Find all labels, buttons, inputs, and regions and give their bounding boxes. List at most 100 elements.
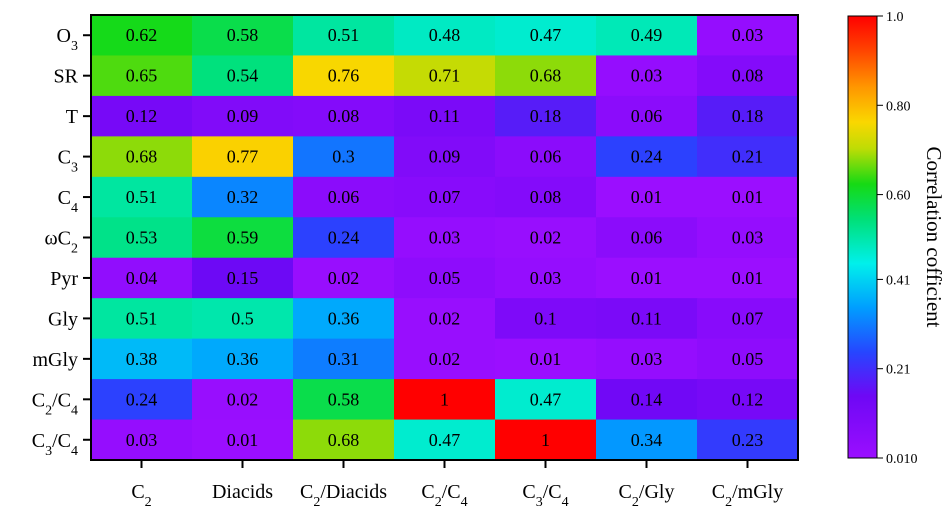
cell-value-label: 0.04 (126, 268, 158, 288)
cell-value-label: 0.01 (732, 187, 764, 207)
colorbar-tick-label: 0.41 (886, 273, 911, 288)
heatmap-cell (697, 95, 799, 137)
cell-value-label: 0.47 (530, 389, 562, 409)
heatmap-cell (394, 298, 496, 340)
heatmap-cell (293, 379, 395, 421)
heatmap-cell (596, 176, 698, 218)
cell-value-label: 0.51 (126, 187, 158, 207)
heatmap-cell (91, 136, 193, 178)
cell-value-label: 0.06 (631, 106, 663, 126)
cell-value-label: 0.47 (530, 25, 562, 45)
heatmap-cell (293, 338, 395, 380)
colorbar-tick-label: 0.21 (886, 363, 911, 378)
cell-value-label: 0.07 (732, 308, 764, 328)
cell-value-label: 0.24 (631, 147, 663, 167)
heatmap-cell (293, 419, 395, 461)
heatmap-cell (596, 136, 698, 178)
cell-value-label: 0.03 (631, 66, 663, 86)
heatmap-cell (91, 15, 193, 57)
x-tick-label-diacids: Diacids (212, 481, 273, 503)
heatmap-cell (495, 15, 597, 57)
heatmap-cell (697, 257, 799, 299)
cell-value-label: 0.68 (328, 430, 360, 450)
cell-value-label: 0.06 (631, 228, 663, 248)
heatmap-cell (394, 176, 496, 218)
cell-value-label: 0.08 (328, 106, 360, 126)
cell-value-label: 0.03 (631, 349, 663, 369)
cell-value-label: 0.34 (631, 430, 663, 450)
heatmap-cell-labels: 0.62 0.58 0.51 0.48 0.47 0.49 0.030.65 0.54 0.76… (126, 25, 764, 450)
heatmap-cell (192, 419, 294, 461)
heatmap-cell (394, 55, 496, 97)
heatmap-cell (495, 55, 597, 97)
heatmap-cells (91, 15, 799, 461)
y-tick-label-c3-c4: C3/C4 (32, 430, 78, 459)
y-tick-label-c2-c4: C2/C4 (32, 389, 78, 418)
cell-value-label: 0.23 (732, 430, 764, 450)
heatmap-cell (394, 419, 496, 461)
cell-value-label: 0.12 (126, 106, 158, 126)
heatmap-cell (293, 55, 395, 97)
y-tick-label-sr: SR (54, 66, 79, 88)
cell-value-label: 1 (440, 389, 449, 409)
colorbar-tick-label: 0.60 (886, 189, 911, 204)
heatmap-cell (293, 136, 395, 178)
cell-value-label: 0.02 (429, 308, 461, 328)
cell-value-label: 0.02 (429, 349, 461, 369)
heatmap-cell (293, 217, 395, 259)
heatmap-cell (495, 298, 597, 340)
cell-value-label: 0.47 (429, 430, 461, 450)
heatmap-cell (495, 95, 597, 137)
cell-value-label: 0.03 (429, 228, 461, 248)
cell-value-label: 0.36 (227, 349, 259, 369)
heatmap-cell (394, 257, 496, 299)
cell-value-label: 0.03 (126, 430, 158, 450)
x-tick-label-c2-diacids: C2/Diacids (300, 481, 387, 510)
cell-value-label: 0.65 (126, 66, 158, 86)
heatmap-cell (192, 15, 294, 57)
cell-value-label: 0.58 (328, 389, 360, 409)
heatmap-cell (596, 257, 698, 299)
y-axis-ticks: O3 SR T C3 C4 ωC2 Pyr Gly mGly C2/C4 C3/C4 (32, 25, 91, 458)
heatmap-cell (394, 379, 496, 421)
heatmap-cell (697, 217, 799, 259)
heatmap-cell (91, 257, 193, 299)
cell-value-label: 0.36 (328, 308, 360, 328)
heatmap-cell (91, 338, 193, 380)
heatmap-cell (91, 55, 193, 97)
cell-value-label: 0.32 (227, 187, 259, 207)
colorbar-ticks: 1.0 0.80 0.60 0.41 0.21 0.010 (877, 10, 918, 467)
cell-value-label: 0.51 (328, 25, 360, 45)
cell-value-label: 0.3 (332, 147, 355, 167)
heatmap-cell (192, 379, 294, 421)
x-axis-ticks: C2 Diacids C2/Diacids C2/C4 C3/C4 C2/Gly C2/mG… (131, 460, 783, 510)
colorbar: 1.0 0.80 0.60 0.41 0.21 0.010 Correlation cof… (847, 10, 946, 467)
heatmap-cell (495, 419, 597, 461)
heatmap-cell (697, 55, 799, 97)
heatmap-cell (495, 176, 597, 218)
y-tick-label-c2: ωC2 (44, 228, 78, 257)
heatmap-cell (697, 298, 799, 340)
cell-value-label: 0.01 (631, 268, 663, 288)
cell-value-label: 0.03 (732, 25, 764, 45)
heatmap-cell (394, 217, 496, 259)
heatmap-cell (495, 136, 597, 178)
heatmap-cell (293, 95, 395, 137)
heatmap-cell (596, 15, 698, 57)
cell-value-label: 0.05 (429, 268, 461, 288)
heatmap-cell (697, 419, 799, 461)
heatmap-cell (293, 257, 395, 299)
x-tick-label-c2-mgly: C2/mGly (712, 481, 783, 510)
heatmap-cell (495, 338, 597, 380)
cell-value-label: 0.53 (126, 228, 158, 248)
cell-value-label: 0.48 (429, 25, 461, 45)
colorbar-gradient (847, 15, 878, 459)
cell-value-label: 0.06 (328, 187, 360, 207)
cell-value-label: 0.62 (126, 25, 158, 45)
cell-value-label: 0.09 (227, 106, 259, 126)
heatmap-cell (192, 55, 294, 97)
heatmap-cell (394, 338, 496, 380)
cell-value-label: 0.24 (328, 228, 360, 248)
colorbar-tick-label: 1.0 (886, 10, 904, 25)
cell-value-label: 0.15 (227, 268, 259, 288)
